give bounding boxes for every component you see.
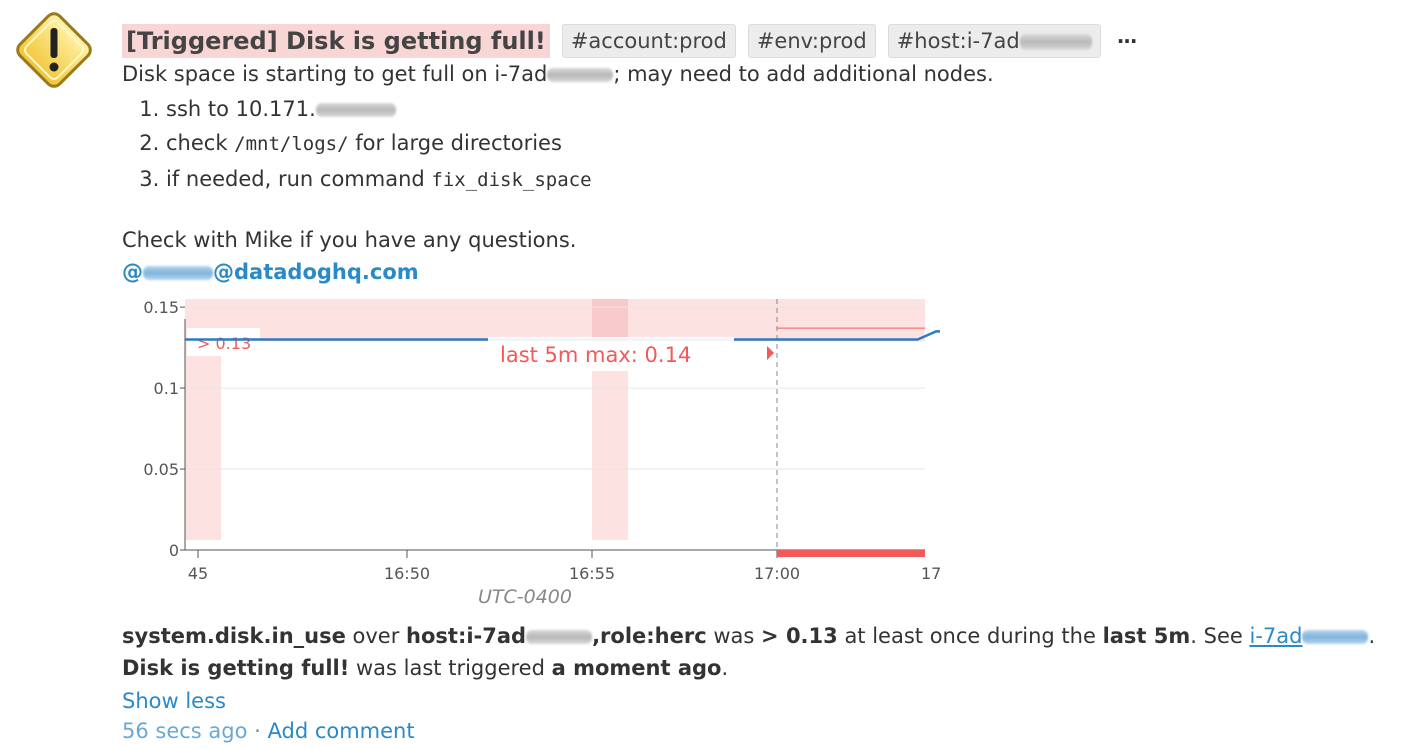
steps-list: ssh to 10.171. check /mnt/logs/ for larg… (122, 92, 592, 196)
footer-separator: · (247, 719, 268, 743)
host-link-text: i-7ad (1249, 624, 1303, 648)
event-timestamp[interactable]: 56 secs ago (122, 719, 248, 743)
y-tick-label: 0.05 (143, 460, 179, 479)
x-tick-label: 16:55 (569, 564, 615, 583)
email-prefix: @ (122, 260, 143, 284)
step-2: check /mnt/logs/ for large directories (166, 126, 592, 160)
alert-period-recent (777, 299, 925, 342)
threshold-label-bg (187, 328, 260, 356)
series-line (185, 330, 963, 341)
y-tick-label: 0 (169, 541, 179, 560)
step-1-text: ssh to 10.171. (166, 97, 316, 121)
alert-timeline-bar (777, 550, 925, 557)
event-header: [Triggered] Disk is getting full! #accou… (122, 22, 1138, 60)
redacted-host (1302, 630, 1369, 644)
tag-host[interactable]: #host:i-7ad (887, 24, 1101, 58)
metric-chart: 0 0.05 0.1 0.15 45 16:50 16:55 17:00 17: > 0.13 la… (120, 296, 963, 616)
chart-svg: 0 0.05 0.1 0.15 45 16:50 16:55 17:00 17: > 0.13 la… (143, 298, 963, 608)
step-3-code: fix_disk_space (431, 169, 592, 191)
annotation-arrow (767, 346, 774, 360)
x-tick-label: 17:00 (754, 564, 800, 583)
summary-see: . See (1190, 624, 1250, 648)
summary-over: over (345, 624, 407, 648)
x-tick-label: 16:50 (384, 564, 430, 583)
redacted-host (1019, 34, 1092, 50)
step-3-text: if needed, run command (166, 167, 432, 191)
summary-scope: host:i-7ad ,role:herc (406, 624, 707, 648)
show-less-link[interactable]: Show less (122, 689, 226, 713)
email-domain: @datadoghq.com (213, 260, 419, 284)
redacted-host (526, 630, 593, 644)
event-footer: 56 secs ago · Add comment (122, 719, 415, 743)
summary-was: was (706, 624, 762, 648)
more-tags-button[interactable]: ... (1116, 24, 1138, 48)
last-triggered-name: Disk is getting full! (122, 656, 350, 680)
x-tick-label: 45 (188, 564, 208, 583)
step-1: ssh to 10.171. (166, 92, 592, 126)
last-triggered-line: Disk is getting full! was last triggered… (122, 656, 728, 680)
message-line: Disk space is starting to get full on i-… (122, 62, 994, 86)
summary-scope-role: ,role:herc (592, 624, 707, 648)
last-triggered-middle: was last triggered (349, 656, 552, 680)
x-tick-label: 17: (921, 564, 940, 583)
contact-line: Check with Mike if you have any question… (122, 228, 577, 252)
last-triggered-when: a moment ago (551, 656, 722, 680)
y-tick-label: 0.1 (154, 379, 179, 398)
annotation-label: last 5m max: 0.14 (500, 343, 691, 367)
redacted-ip (315, 103, 396, 117)
message-before: Disk space is starting to get full on i-… (122, 62, 548, 86)
host-link[interactable]: i-7ad (1249, 624, 1369, 648)
monitor-summary: system.disk.in_use over host:i-7ad ,role:… (122, 624, 1375, 648)
step-2-code: /mnt/logs/ (234, 133, 349, 155)
summary-scope-host: host:i-7ad (406, 624, 527, 648)
redacted-email-user (143, 266, 213, 280)
message-after: ; may need to add additional nodes. (613, 62, 994, 86)
summary-condition: > 0.13 (761, 624, 838, 648)
annotation-bg (488, 337, 734, 371)
last-triggered-end: . (721, 656, 729, 680)
summary-metric: system.disk.in_use (122, 624, 346, 648)
step-2-text: check (166, 131, 235, 155)
add-comment-link[interactable]: Add comment (267, 719, 415, 743)
event-title[interactable]: [Triggered] Disk is getting full! (122, 24, 550, 58)
threshold-label: > 0.13 (197, 334, 251, 353)
email-mention[interactable]: @ @datadoghq.com (122, 260, 419, 284)
alert-period-strong (592, 299, 628, 342)
redacted-host (547, 68, 614, 82)
x-axis-label: UTC-0400 (478, 586, 572, 608)
tag-env[interactable]: #env:prod (747, 24, 876, 58)
summary-end: . (1368, 624, 1376, 648)
tag-host-label: #host:i-7ad (896, 29, 1020, 53)
y-tick-label: 0.15 (143, 298, 179, 317)
summary-window: last 5m (1102, 624, 1191, 648)
tag-account[interactable]: #account:prod (561, 24, 736, 58)
summary-middle: at least once during the (837, 624, 1103, 648)
step-2-after: for large directories (348, 131, 562, 155)
step-3: if needed, run command fix_disk_space (166, 162, 592, 196)
warning-icon (10, 6, 98, 94)
